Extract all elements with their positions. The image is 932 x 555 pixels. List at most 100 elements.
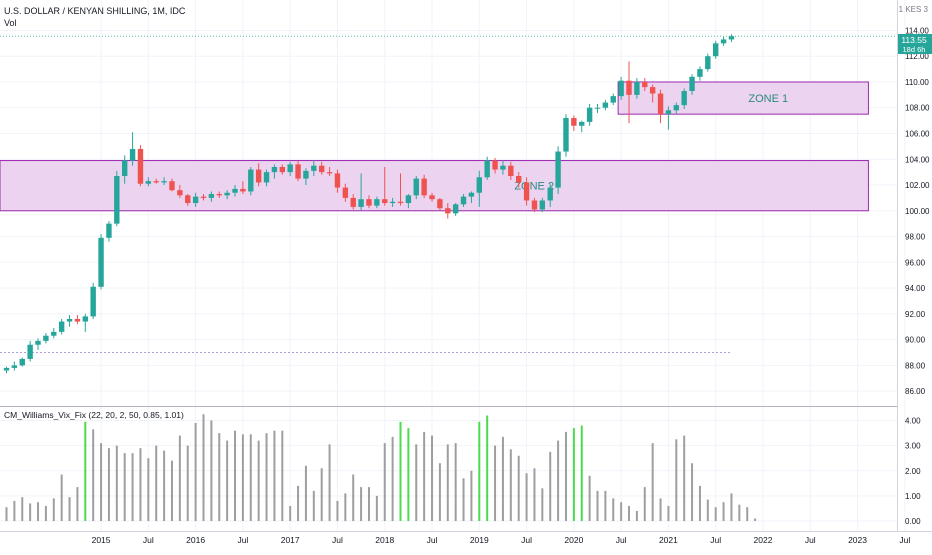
candle-body (618, 80, 624, 97)
candle (618, 76, 624, 100)
candle-body (673, 105, 679, 111)
price-axis[interactable]: 86.00 88.00 90.00 92.00 94.00 96.00 98.00 100.0… (905, 26, 930, 396)
candle (248, 166, 254, 196)
vol-label[interactable]: Vol (4, 18, 17, 28)
candle (192, 192, 199, 207)
candle (98, 233, 104, 290)
price-tag-value: 113.55 (901, 35, 927, 45)
candle-body (602, 102, 609, 108)
candle-body (437, 199, 443, 209)
candle (177, 185, 183, 198)
candle (508, 161, 514, 180)
candle-body (610, 96, 616, 103)
candle-body (27, 344, 33, 359)
candle-body (129, 148, 136, 161)
candle-body (492, 160, 498, 170)
candle-body (51, 331, 57, 336)
candle-body (429, 195, 435, 200)
candle-body (445, 208, 451, 214)
candle-body (689, 76, 695, 91)
time-axis[interactable]: 2015 Jul 2016 Jul 2017 Jul 2018 Jul 2019 Jul 2020 J… (92, 535, 911, 545)
candle-body (90, 286, 96, 317)
candle-body (208, 194, 215, 198)
candle-body (358, 199, 364, 207)
price-tick-label: 92.00 (905, 310, 926, 319)
candle (429, 192, 435, 202)
candle (586, 103, 593, 126)
indicator-axis[interactable]: 0.00 1.00 2.00 3.00 4.00 (905, 417, 921, 526)
candle-body (35, 340, 41, 345)
candle-body (468, 192, 475, 197)
candle (169, 178, 175, 192)
candle (657, 89, 664, 124)
candle (610, 93, 616, 106)
price-tick-label: 102.00 (905, 181, 930, 190)
price-tick-label: 96.00 (905, 258, 926, 267)
candle-body (460, 196, 467, 205)
candle-body (665, 110, 672, 115)
price-tick-label: 94.00 (905, 284, 926, 293)
candle (271, 164, 278, 179)
candles-layer (3, 34, 735, 374)
candle-body (82, 316, 88, 322)
candle-body (594, 107, 601, 109)
candle-body (523, 182, 530, 201)
candle (224, 190, 230, 200)
candle (137, 145, 144, 187)
candle (626, 61, 632, 124)
candle (720, 36, 727, 46)
candle (523, 177, 530, 206)
candle (122, 155, 128, 184)
candle (240, 181, 246, 195)
zone-box (0, 160, 869, 212)
candle-body (311, 165, 317, 171)
candle (287, 161, 293, 176)
candle-body (500, 165, 506, 170)
indicator-tick-label: 1.00 (905, 492, 921, 501)
candle-body (634, 81, 640, 95)
price-tag-countdown: 18d 6h (903, 45, 926, 54)
candle-body (145, 181, 152, 184)
candle-body (366, 199, 372, 206)
candle (579, 120, 585, 133)
price-tick-label: 104.00 (905, 155, 930, 164)
time-tick-label: Jul (616, 535, 627, 545)
candle-body (216, 194, 222, 196)
time-tick-label: 2022 (754, 535, 773, 545)
candle-body (137, 148, 144, 184)
candle (129, 132, 136, 166)
currency-badge[interactable]: 1 KES 3 (899, 5, 929, 14)
time-tick-label: Jul (427, 535, 438, 545)
candle-body (122, 160, 128, 176)
indicator-tick-label: 3.00 (905, 442, 921, 451)
candle-body (43, 335, 49, 341)
candle (413, 176, 419, 200)
candle-body (389, 201, 396, 204)
candle (602, 100, 609, 111)
candle (114, 170, 120, 227)
candle (27, 340, 33, 362)
candle-body (271, 166, 278, 173)
time-tick-label: 2021 (659, 535, 678, 545)
candle-body (19, 358, 25, 366)
candle (255, 163, 262, 187)
candle-body (98, 237, 104, 287)
candle-body (563, 118, 569, 152)
candle (326, 166, 333, 176)
candle (58, 318, 65, 335)
time-tick-label: 2023 (848, 535, 867, 545)
candle (547, 183, 553, 207)
price-tick-label: 90.00 (905, 336, 926, 345)
candle-body (232, 188, 238, 193)
candle-body (58, 321, 65, 332)
candle (665, 106, 672, 130)
candle (342, 183, 349, 202)
candle-body (295, 164, 301, 179)
candle (728, 34, 735, 43)
time-tick-label: 2020 (564, 535, 583, 545)
candle (689, 74, 695, 95)
candle (492, 157, 498, 174)
candle (303, 168, 309, 186)
indicator-label[interactable]: CM_Williams_Vix_Fix (22, 20, 2, 50, 0.85… (4, 410, 184, 420)
